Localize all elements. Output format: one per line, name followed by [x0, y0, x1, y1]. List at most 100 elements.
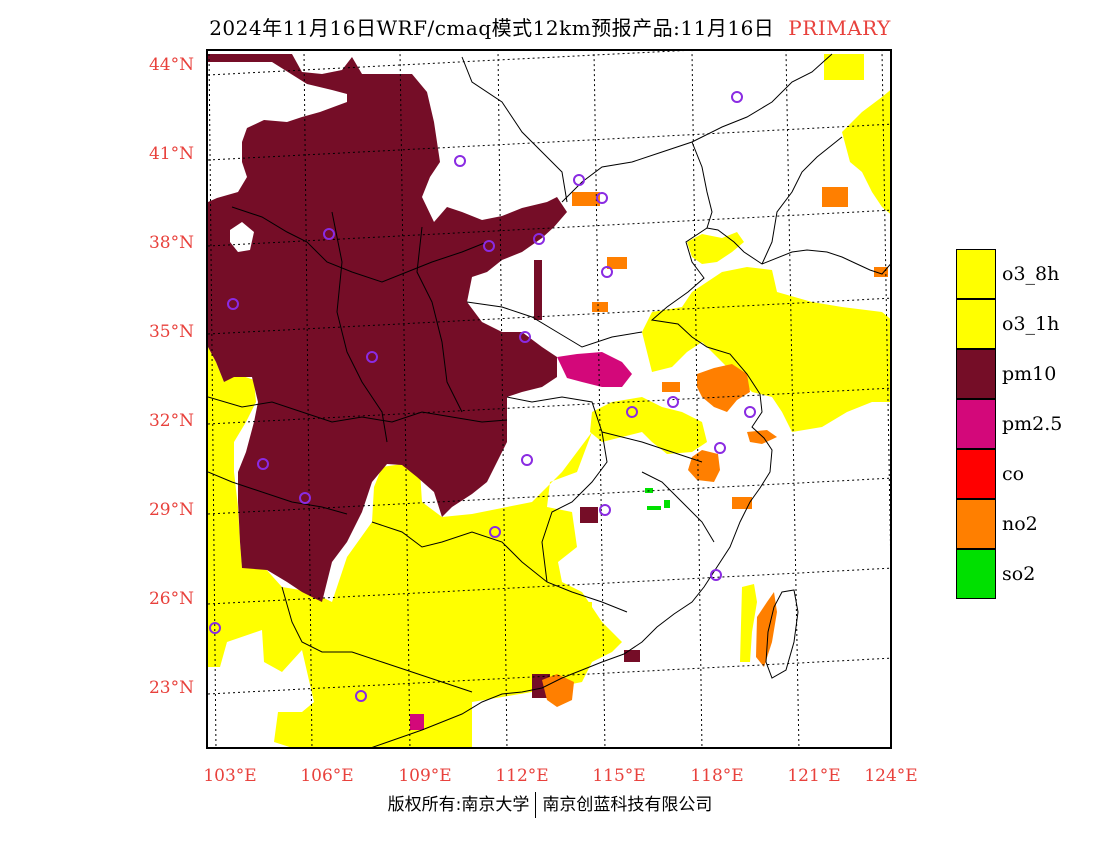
city-marker	[626, 406, 638, 418]
legend-swatch	[956, 449, 996, 499]
blank-region-hole	[230, 222, 254, 252]
province-boundary-7	[371, 521, 628, 613]
graticule-lat-44	[208, 51, 685, 76]
legend-swatch	[956, 499, 996, 549]
city-marker	[714, 442, 726, 454]
pm10-patch-jiangxi	[580, 507, 598, 523]
lat-label-26: 26°N	[148, 589, 194, 609]
legend-swatch	[956, 299, 996, 349]
o3-region-anhui	[590, 397, 707, 454]
no2-region-layer	[542, 187, 888, 707]
lon-label-109: 109°E	[398, 766, 452, 786]
legend-item-o3-8h: o3_8h	[956, 249, 1096, 299]
legend-swatch	[956, 399, 996, 449]
graticule-lon-121	[785, 51, 800, 747]
o3-region-bohai	[687, 232, 744, 264]
legend-label: pm2.5	[1002, 413, 1063, 435]
pollutant-map[interactable]	[206, 49, 892, 749]
graticule-lon-109	[399, 51, 411, 747]
legend-item-no2: no2	[956, 499, 1096, 549]
legend-label: pm10	[1002, 363, 1057, 385]
footer-separator	[535, 792, 537, 818]
city-marker	[596, 192, 608, 204]
no2-patch-korea	[874, 267, 888, 277]
province-boundary-9	[561, 53, 833, 203]
no2-patch-hebei	[607, 257, 627, 269]
province-boundary-5	[466, 301, 643, 348]
graticule-lon-118	[691, 51, 703, 747]
graticule-lon-115	[593, 51, 606, 747]
city-marker	[454, 155, 466, 167]
pm10-patch-fujian	[624, 650, 640, 662]
city-marker	[731, 91, 743, 103]
lon-label-106: 106°E	[300, 766, 354, 786]
province-boundary-15	[208, 471, 348, 515]
lon-label-115: 115°E	[592, 766, 646, 786]
o3-region-south	[208, 432, 622, 747]
province-boundary-6	[506, 396, 608, 583]
graticule-lon-103	[208, 51, 217, 747]
legend-label: so2	[1002, 563, 1036, 585]
lat-label-35: 35°N	[148, 322, 194, 342]
legend-item-so2: so2	[956, 549, 1096, 599]
title-text: 2024年11月16日WRF/cmaq模式12km预报产品:11月16日	[209, 16, 775, 40]
pm10-patch-north	[534, 260, 542, 320]
city-marker	[489, 526, 501, 538]
city-marker	[601, 266, 613, 278]
city-marker	[519, 331, 531, 343]
o3-region-north-patch	[824, 54, 864, 80]
lat-label-41: 41°N	[148, 144, 194, 164]
pm25-patch-south	[410, 714, 424, 730]
pm25-region-henan	[557, 352, 632, 387]
map-title: 2024年11月16日WRF/cmaq模式12km预报产品:11月16日 PRIM…	[0, 12, 1100, 41]
o3-region-central-east	[642, 267, 890, 432]
no2-patch-fujian	[732, 497, 752, 509]
city-marker	[533, 233, 545, 245]
lat-label-23: 23°N	[148, 678, 194, 698]
city-marker	[710, 569, 722, 581]
legend-swatch	[956, 549, 996, 599]
lon-label-121: 121°E	[787, 766, 841, 786]
province-boundary-10	[461, 56, 568, 203]
province-boundary-11	[691, 141, 713, 229]
legend-item-o3-1h: o3_1h	[956, 299, 1096, 349]
city-marker	[366, 351, 378, 363]
city-marker	[521, 454, 533, 466]
taiwan-outline	[765, 589, 799, 679]
boundary-layer	[208, 53, 890, 747]
pm10-region-main	[208, 54, 567, 602]
copyright-right: 南京创蓝科技有限公司	[542, 795, 713, 815]
no2-patch-dalian	[822, 187, 848, 207]
city-marker	[323, 228, 335, 240]
o3-region-taiwan-strait	[740, 584, 757, 662]
city-marker	[744, 406, 756, 418]
province-boundary-1	[208, 396, 508, 423]
city-marker	[257, 458, 269, 470]
no2-region-zhejiang	[688, 450, 720, 482]
city-marker-layer	[209, 91, 756, 702]
lon-label-124: 124°E	[864, 766, 918, 786]
province-boundary-12	[761, 136, 843, 265]
province-boundary-4	[416, 226, 463, 413]
no2-region-taiwan-west	[756, 592, 777, 667]
lat-label-32: 32°N	[148, 411, 194, 431]
legend-item-pm25: pm2.5	[956, 399, 1096, 449]
no2-patch-beijing	[572, 192, 600, 206]
o3-region-west-strip	[208, 347, 256, 542]
legend-item-pm10: pm10	[956, 349, 1096, 399]
city-marker	[667, 396, 679, 408]
graticule-lon-124	[881, 51, 890, 547]
no2-patch-shandong	[592, 302, 608, 312]
pollutant-legend: o3_8h o3_1h pm10 pm2.5 co no2 so2	[956, 249, 1096, 599]
coastline	[371, 227, 890, 747]
so2-patch-2	[647, 506, 661, 510]
city-marker	[227, 298, 239, 310]
city-marker	[483, 240, 495, 252]
province-boundary-2	[231, 206, 488, 283]
title-primary-tag: PRIMARY	[788, 16, 891, 40]
no2-region-shanghai	[747, 430, 777, 444]
o3-region-southeast-patch	[562, 602, 592, 632]
province-boundary-3	[331, 211, 388, 443]
pm25-region-layer	[410, 352, 632, 730]
lat-label-44: 44°N	[148, 55, 194, 75]
